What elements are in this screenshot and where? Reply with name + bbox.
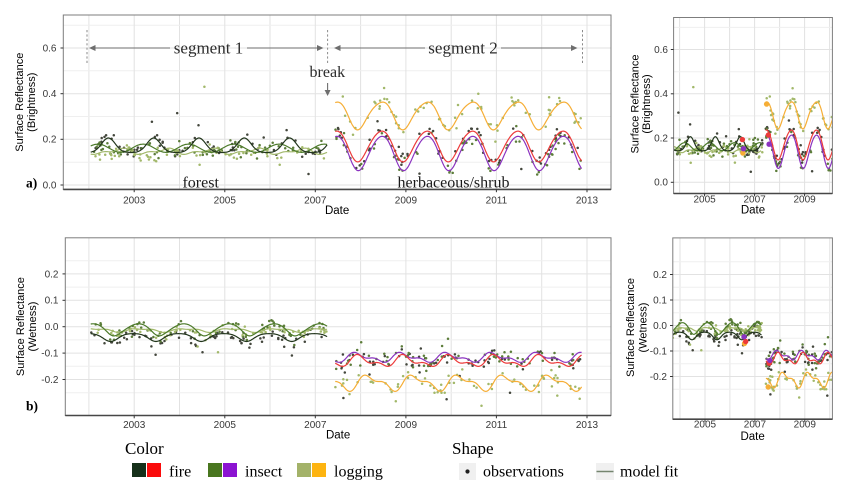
- svg-text:0.6: 0.6: [43, 43, 57, 54]
- svg-text:2013: 2013: [576, 420, 599, 431]
- svg-text:Date: Date: [740, 431, 764, 443]
- svg-text:segment 2: segment 2: [428, 39, 497, 58]
- svg-text:2007: 2007: [304, 420, 327, 431]
- svg-text:Date: Date: [325, 205, 349, 217]
- svg-text:0.0: 0.0: [653, 321, 667, 332]
- svg-text:0.4: 0.4: [43, 89, 57, 100]
- svg-text:-0.2: -0.2: [41, 375, 59, 386]
- svg-text:0.0: 0.0: [45, 322, 59, 333]
- svg-text:-0.1: -0.1: [41, 349, 59, 360]
- svg-text:0.2: 0.2: [653, 270, 667, 281]
- svg-text:break: break: [310, 64, 346, 81]
- svg-text:Surface Reflectance: Surface Reflectance: [15, 277, 27, 376]
- svg-text:0.1: 0.1: [653, 295, 667, 306]
- svg-text:2003: 2003: [123, 196, 146, 207]
- svg-text:2005: 2005: [214, 196, 237, 207]
- svg-text:(Brightness): (Brightness): [26, 73, 38, 132]
- svg-text:forest: forest: [182, 175, 219, 192]
- svg-text:0.0: 0.0: [654, 178, 668, 189]
- svg-text:2003: 2003: [123, 420, 146, 431]
- svg-text:2005: 2005: [693, 195, 716, 206]
- svg-text:Surface Reflectance: Surface Reflectance: [630, 54, 642, 153]
- svg-text:b): b): [26, 399, 38, 414]
- svg-text:2007: 2007: [743, 195, 766, 206]
- svg-text:observations: observations: [483, 464, 564, 481]
- svg-text:logging: logging: [334, 464, 383, 481]
- svg-text:2007: 2007: [744, 420, 767, 431]
- svg-text:0.6: 0.6: [654, 45, 668, 56]
- svg-text:-0.2: -0.2: [650, 372, 668, 383]
- svg-text:Shape: Shape: [452, 439, 494, 458]
- svg-text:herbaceous/shrub: herbaceous/shrub: [398, 175, 510, 192]
- svg-text:(Wetness): (Wetness): [27, 302, 39, 352]
- svg-text:2009: 2009: [793, 195, 816, 206]
- svg-text:Date: Date: [326, 430, 350, 442]
- svg-text:2009: 2009: [395, 196, 418, 207]
- svg-text:model fit: model fit: [620, 464, 679, 481]
- svg-text:0.4: 0.4: [654, 89, 668, 100]
- svg-text:segment 1: segment 1: [174, 39, 243, 58]
- svg-text:fire: fire: [169, 464, 191, 481]
- svg-text:2007: 2007: [304, 196, 327, 207]
- svg-text:-0.1: -0.1: [650, 346, 668, 357]
- svg-text:2011: 2011: [486, 196, 508, 207]
- svg-text:(Wetness): (Wetness): [638, 303, 650, 353]
- svg-text:2013: 2013: [576, 196, 599, 207]
- svg-text:Surface Reflectance: Surface Reflectance: [14, 53, 26, 152]
- svg-text:0.0: 0.0: [43, 180, 57, 191]
- svg-text:Date: Date: [741, 205, 765, 217]
- svg-text:insect: insect: [245, 464, 283, 481]
- svg-text:a): a): [26, 176, 37, 191]
- svg-text:2005: 2005: [214, 420, 237, 431]
- svg-text:0.2: 0.2: [654, 133, 668, 144]
- svg-text:2011: 2011: [486, 420, 508, 431]
- svg-text:Surface Reflectance: Surface Reflectance: [625, 278, 637, 377]
- svg-text:2009: 2009: [395, 420, 418, 431]
- svg-text:(Brightness): (Brightness): [641, 74, 653, 133]
- svg-text:2009: 2009: [794, 420, 817, 431]
- svg-text:2005: 2005: [694, 420, 717, 431]
- svg-text:0.2: 0.2: [45, 269, 59, 280]
- svg-text:Color: Color: [125, 439, 164, 458]
- svg-text:0.2: 0.2: [43, 135, 57, 146]
- svg-text:0.1: 0.1: [45, 296, 59, 307]
